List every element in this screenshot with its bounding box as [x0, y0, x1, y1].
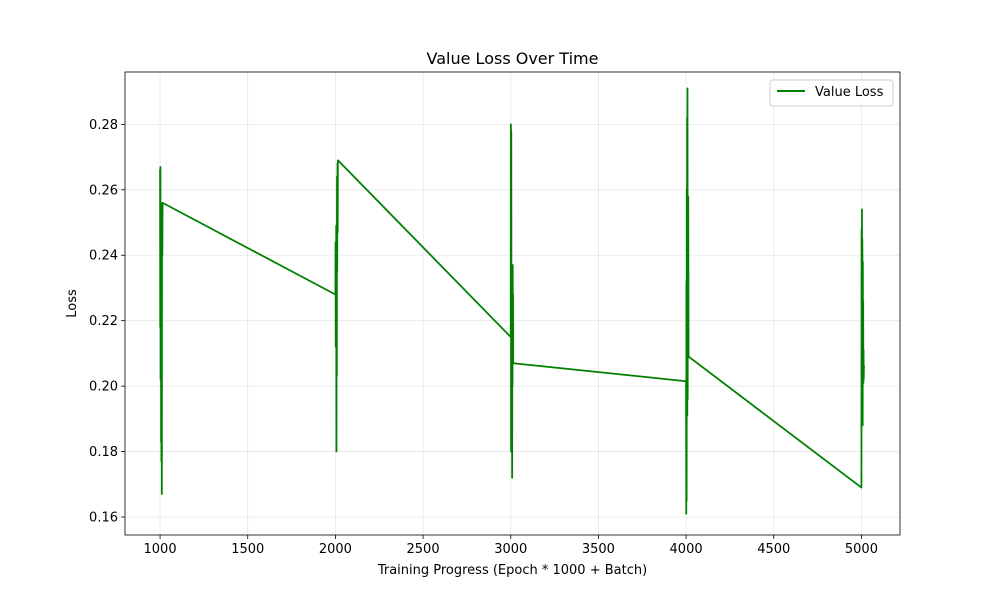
- y-tick-label: 0.28: [89, 118, 118, 133]
- x-tick-label: 3000: [494, 542, 527, 557]
- y-tick-label: 0.24: [89, 249, 118, 264]
- x-axis: 1000 1500 2000 2500 3000 3500 4000 4500 5000: [144, 535, 878, 557]
- x-tick-label: 2500: [407, 542, 440, 557]
- x-tick-label: 5000: [845, 542, 878, 557]
- chart-title: Value Loss Over Time: [427, 49, 599, 68]
- series-line-value-loss: [159, 87, 865, 515]
- legend-box: [769, 79, 894, 107]
- y-tick-label: 0.26: [89, 183, 118, 198]
- legend-label: Value Loss: [815, 85, 884, 100]
- x-tick-label: 3500: [582, 542, 615, 557]
- x-axis-title: Training Progress (Epoch * 1000 + Batch): [377, 563, 647, 578]
- y-tick-label: 0.18: [89, 445, 118, 460]
- y-axis-title: Loss: [65, 289, 80, 318]
- series-layer: [159, 87, 865, 515]
- x-tick-label: 4000: [670, 542, 703, 557]
- x-tick-label: 1000: [144, 542, 177, 557]
- y-axis: 0.16 0.18 0.20 0.22 0.24 0.26 0.28: [89, 118, 125, 526]
- y-tick-label: 0.20: [89, 380, 118, 395]
- x-tick-label: 4500: [757, 542, 790, 557]
- x-tick-label: 2000: [319, 542, 352, 557]
- y-tick-label: 0.22: [89, 314, 118, 329]
- plot-frame: [124, 71, 901, 536]
- legend: Value Loss: [769, 79, 894, 107]
- y-tick-label: 0.16: [89, 511, 118, 526]
- x-tick-label: 1500: [231, 542, 264, 557]
